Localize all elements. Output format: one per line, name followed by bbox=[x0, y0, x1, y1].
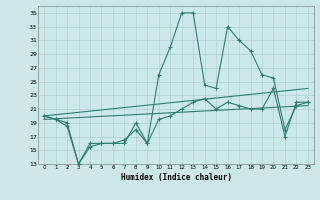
X-axis label: Humidex (Indice chaleur): Humidex (Indice chaleur) bbox=[121, 173, 231, 182]
